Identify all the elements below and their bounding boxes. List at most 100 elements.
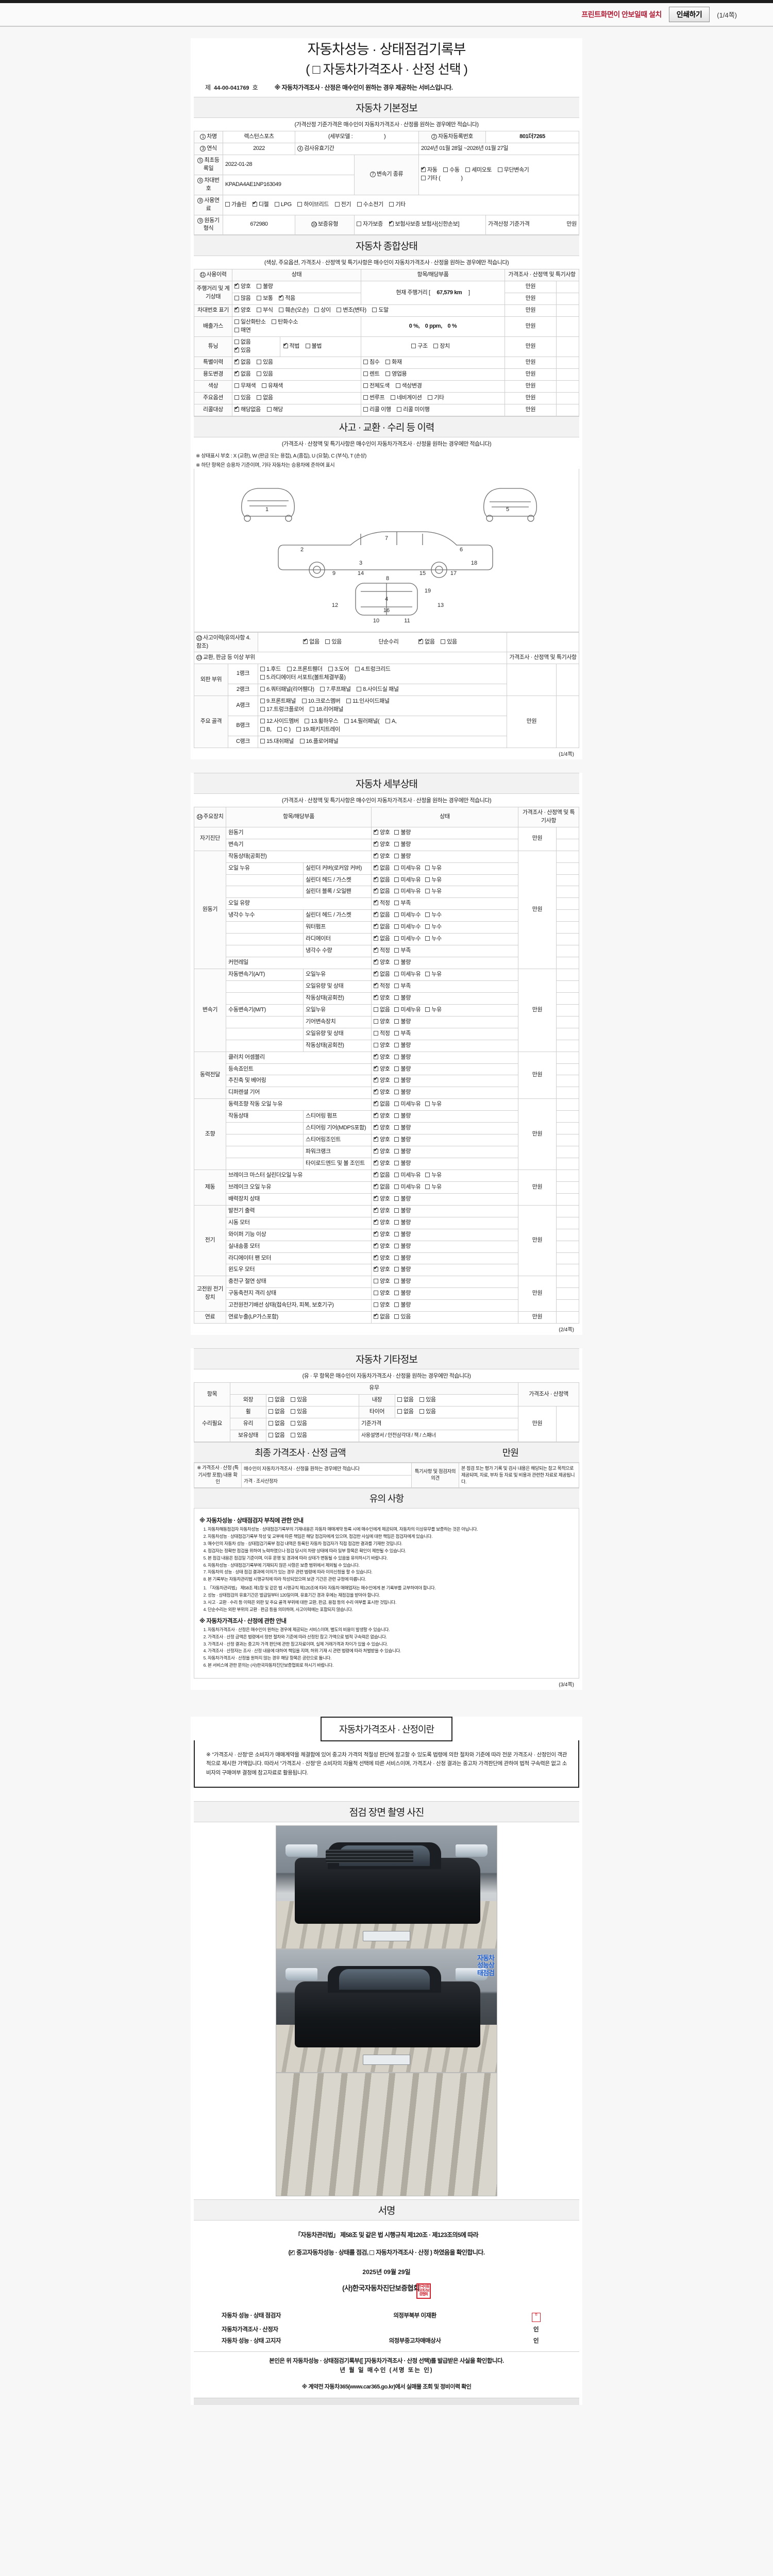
detail-opt-불량[interactable]: 불량 xyxy=(394,1231,411,1239)
detail-price-blank[interactable] xyxy=(556,1311,579,1324)
vin-good[interactable]: 양호 xyxy=(234,306,251,315)
photo-rear[interactable]: 자동차성능상태점검 xyxy=(276,1949,497,2073)
detail-opt-불량[interactable]: 불량 xyxy=(394,1077,411,1085)
overall-tuning-blank[interactable] xyxy=(556,336,579,357)
frame-wheelhouse[interactable]: 13.휠하우스 xyxy=(305,718,339,726)
usage-commercial[interactable]: 영업용 xyxy=(385,370,407,379)
detail-opt-양호[interactable]: 양호 xyxy=(374,1194,390,1204)
detail-opt-불량[interactable]: 불량 xyxy=(394,1207,411,1215)
special-yes[interactable]: 있음 xyxy=(257,359,273,367)
detail-opt-부족[interactable]: 부족 xyxy=(394,1030,411,1038)
detail-opt-양호[interactable]: 양호 xyxy=(374,840,390,849)
detail-price-blank[interactable] xyxy=(556,1027,579,1040)
detail-opt-불량[interactable]: 불량 xyxy=(394,1255,411,1263)
etc-int-yes[interactable]: 있음 xyxy=(419,1396,436,1404)
photo-front[interactable] xyxy=(276,1825,497,1950)
usage-rent[interactable]: 렌트 xyxy=(363,370,380,379)
detail-price-blank[interactable] xyxy=(556,850,579,863)
detail-price-blank[interactable] xyxy=(556,1110,579,1123)
detail-price-blank[interactable] xyxy=(556,1181,579,1194)
detail-price-blank[interactable] xyxy=(556,1240,579,1253)
detail-price-blank[interactable] xyxy=(556,862,579,875)
detail-opt-적정[interactable]: 적정 xyxy=(374,899,390,908)
detail-opt-누유[interactable]: 누유 xyxy=(425,876,442,885)
detail-opt-불량[interactable]: 불량 xyxy=(394,841,411,849)
frame-price-blank[interactable] xyxy=(556,696,579,748)
special-flood[interactable]: 침수 xyxy=(363,359,380,367)
detail-price-blank[interactable] xyxy=(556,957,579,969)
panel-door[interactable]: 3.도어 xyxy=(328,666,349,674)
options-navigation[interactable]: 네비게이션 xyxy=(390,394,422,402)
detail-price-blank[interactable] xyxy=(556,1205,579,1217)
detail-opt-양호[interactable]: 양호 xyxy=(374,1278,390,1286)
detail-opt-양호[interactable]: 양호 xyxy=(374,1042,390,1050)
usage-yes[interactable]: 있음 xyxy=(257,370,273,379)
trans-opt-auto[interactable]: 자동 xyxy=(421,165,438,175)
overall-recall-blank[interactable] xyxy=(556,403,579,416)
frame-pillar-b[interactable]: B, xyxy=(260,726,272,734)
detail-opt-양호[interactable]: 양호 xyxy=(374,958,390,967)
detail-price-blank[interactable] xyxy=(556,874,579,887)
detail-opt-불량[interactable]: 불량 xyxy=(394,1195,411,1204)
detail-opt-양호[interactable]: 양호 xyxy=(374,993,390,1003)
overall-mileage-blank2[interactable] xyxy=(556,293,579,306)
simple-yes[interactable]: 있음 xyxy=(441,638,457,647)
detail-opt-불량[interactable]: 불량 xyxy=(394,1278,411,1286)
etc-wheel-none[interactable]: 없음 xyxy=(268,1408,285,1416)
detail-opt-미세누수[interactable]: 미세누수 xyxy=(394,911,421,920)
detail-price-blank[interactable] xyxy=(556,1276,579,1289)
detail-opt-부족[interactable]: 부족 xyxy=(394,947,411,955)
detail-price-blank[interactable] xyxy=(556,1193,579,1206)
tuning-illegal[interactable]: 불법 xyxy=(305,343,322,351)
emission-smoke[interactable]: 매연 xyxy=(234,327,251,335)
detail-opt-불량[interactable]: 불량 xyxy=(394,829,411,837)
etc-hold-none[interactable]: 없음 xyxy=(268,1432,285,1440)
options-none[interactable]: 없음 xyxy=(257,394,273,402)
usage-none[interactable]: 없음 xyxy=(234,369,251,379)
detail-opt-양호[interactable]: 양호 xyxy=(374,1123,390,1132)
detail-opt-양호[interactable]: 양호 xyxy=(374,852,390,861)
etc-ext-none[interactable]: 없음 xyxy=(268,1396,285,1404)
mileage-few[interactable]: 적음 xyxy=(279,294,295,303)
detail-opt-불량[interactable]: 불량 xyxy=(394,1266,411,1274)
detail-opt-불량[interactable]: 불량 xyxy=(394,1054,411,1062)
detail-price-blank[interactable] xyxy=(556,1287,579,1300)
vin-altered[interactable]: 변조(변타) xyxy=(337,307,366,315)
mileage-bad[interactable]: 불량 xyxy=(257,283,273,291)
detail-opt-양호[interactable]: 양호 xyxy=(374,1265,390,1274)
detail-opt-양호[interactable]: 양호 xyxy=(374,1018,390,1026)
overall-mileage-blank1[interactable] xyxy=(556,281,579,294)
trans-opt-manual[interactable]: 수동 xyxy=(443,166,460,175)
detail-opt-없음[interactable]: 없음 xyxy=(374,910,390,920)
detail-opt-누유[interactable]: 누유 xyxy=(425,1006,442,1014)
color-changed[interactable]: 색상변경 xyxy=(395,382,422,391)
detail-opt-적정[interactable]: 적정 xyxy=(374,946,390,955)
detail-opt-불량[interactable]: 불량 xyxy=(394,994,411,1003)
detail-opt-미세누유[interactable]: 미세누유 xyxy=(394,1172,421,1180)
detail-price-blank[interactable] xyxy=(556,1264,579,1277)
color-chromatic[interactable]: 유채색 xyxy=(261,382,283,391)
detail-opt-미세누유[interactable]: 미세누유 xyxy=(394,1100,421,1109)
detail-opt-양호[interactable]: 양호 xyxy=(374,1218,390,1227)
overall-vin-blank[interactable] xyxy=(556,304,579,317)
detail-price-blank[interactable] xyxy=(556,1004,579,1016)
detail-opt-불량[interactable]: 불량 xyxy=(394,1301,411,1310)
detail-opt-양호[interactable]: 양호 xyxy=(374,1301,390,1310)
detail-opt-양호[interactable]: 양호 xyxy=(374,1147,390,1156)
detail-opt-누수[interactable]: 누수 xyxy=(425,911,442,920)
mileage-normal[interactable]: 보통 xyxy=(257,295,273,303)
detail-price-blank[interactable] xyxy=(556,886,579,899)
special-none[interactable]: 없음 xyxy=(234,358,251,367)
detail-price-blank[interactable] xyxy=(556,945,579,958)
etc-glass-yes[interactable]: 있음 xyxy=(291,1420,307,1428)
detail-opt-누유[interactable]: 누유 xyxy=(425,971,442,979)
panel-radiatorsupport[interactable]: 5.라디에이터 서포트(볼트체결부품) xyxy=(260,674,346,682)
frame-rearpanel[interactable]: 18.리어패널 xyxy=(310,706,343,714)
frame-yes[interactable]: 있음 xyxy=(325,638,342,647)
detail-price-blank[interactable] xyxy=(556,1015,579,1028)
detail-opt-없음[interactable]: 없음 xyxy=(374,934,390,943)
detail-opt-부족[interactable]: 부족 xyxy=(394,982,411,991)
fuel-opt-lpg[interactable]: LPG xyxy=(274,201,292,209)
detail-opt-적정[interactable]: 적정 xyxy=(374,1030,390,1038)
detail-opt-미세누유[interactable]: 미세누유 xyxy=(394,1183,421,1192)
